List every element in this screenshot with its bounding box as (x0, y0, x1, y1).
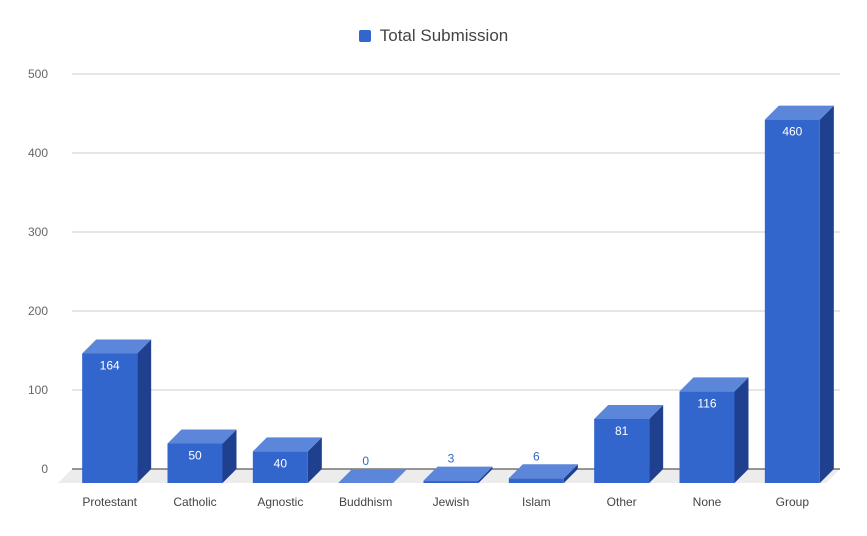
bar (764, 119, 820, 483)
data-label: 460 (782, 125, 802, 139)
data-label: 6 (533, 449, 540, 463)
bar-top (82, 339, 152, 354)
y-tick-label: 400 (28, 146, 48, 160)
y-tick-label: 500 (28, 67, 48, 81)
bar-side (222, 429, 237, 483)
bar-side (734, 377, 749, 483)
y-tick-label: 200 (28, 304, 48, 318)
x-category-label: Buddhism (339, 495, 392, 509)
legend-swatch (358, 30, 371, 42)
bar (508, 478, 564, 483)
data-label: 81 (615, 424, 629, 438)
x-category-label: Group (776, 495, 810, 509)
bar (82, 353, 138, 483)
legend: Total Submission (0, 26, 867, 47)
y-tick-label: 300 (28, 225, 48, 239)
bar-top (252, 437, 322, 452)
y-tick-label: 100 (28, 383, 48, 397)
data-label: 116 (697, 396, 716, 410)
x-category-label: Jewish (433, 495, 470, 509)
bar-top (594, 405, 664, 420)
data-label: 50 (188, 449, 202, 463)
data-label: 0 (362, 454, 369, 468)
bar-top (423, 466, 493, 481)
bar-top (167, 429, 237, 444)
bar (423, 480, 479, 483)
x-category-label: Catholic (173, 495, 216, 509)
bar (679, 391, 735, 483)
bar-side (307, 437, 322, 483)
bar-top (338, 469, 408, 483)
bar (167, 443, 223, 483)
bar-top (679, 377, 749, 392)
x-category-label: Agnostic (257, 495, 303, 509)
bar-side (478, 466, 493, 483)
bar-side (563, 464, 578, 483)
y-tick-label: 0 (41, 462, 48, 476)
x-category-label: Other (607, 495, 637, 509)
legend-label: Total Submission (379, 26, 509, 45)
data-label: 164 (100, 358, 120, 372)
x-category-label: Islam (522, 495, 551, 509)
data-label: 40 (274, 456, 288, 470)
x-category-label: Protestant (82, 495, 137, 509)
bar (594, 419, 650, 483)
x-category-label: None (693, 495, 722, 509)
bar-top (764, 105, 834, 120)
bar-side (137, 339, 152, 483)
bar-top (508, 464, 578, 479)
data-label: 3 (448, 452, 455, 466)
bar-side (649, 405, 664, 483)
bar (252, 451, 308, 483)
bar-side (819, 105, 834, 483)
